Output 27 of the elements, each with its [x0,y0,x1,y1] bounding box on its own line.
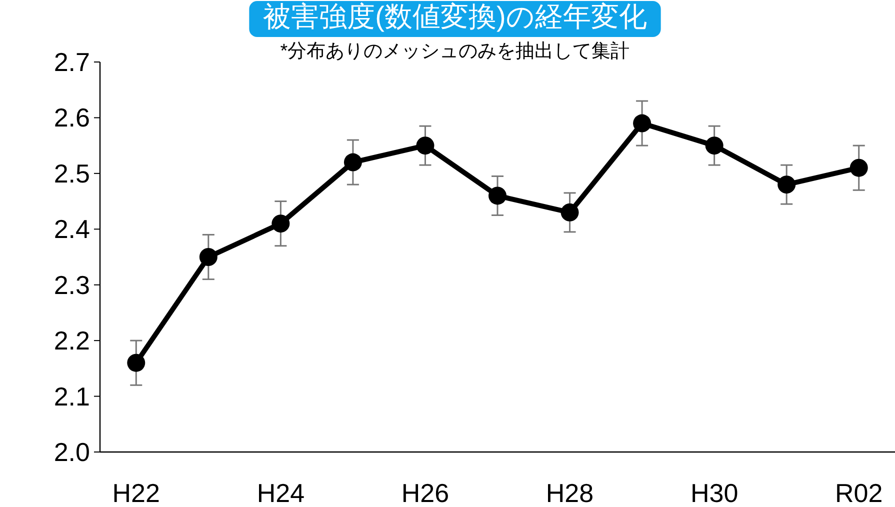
x-tick-label: H28 [546,478,594,507]
x-tick-label: H24 [256,478,305,507]
point [199,248,218,266]
y-tick-label: 2.0 [54,437,90,467]
y-tick-label: 2.6 [54,102,90,133]
y-tick-label: 2.7 [54,47,90,77]
point [633,114,652,132]
point [272,214,290,233]
x-tick-label: H26 [401,478,450,507]
x-tick-label: R02 [835,478,883,507]
point [850,158,868,177]
point [560,203,579,222]
point [488,186,506,205]
y-tick-label: 2.4 [54,214,90,244]
x-tick-label: H30 [690,478,738,507]
y-tick-label: 2.2 [54,326,90,356]
y-tick-label: 2.1 [54,381,90,412]
y-tick-label: 2.3 [54,270,90,300]
point [416,136,434,155]
point [778,176,796,194]
point [344,153,362,172]
title: 被害強度(数値変換)の経年変化 [263,1,647,32]
point [705,136,724,155]
x-tick-label: H22 [112,478,160,507]
y-tick-label: 2.5 [54,158,90,188]
point [127,354,146,372]
chart-subtitle: *分布ありのメッシュのみを抽出して集計 [280,41,630,62]
